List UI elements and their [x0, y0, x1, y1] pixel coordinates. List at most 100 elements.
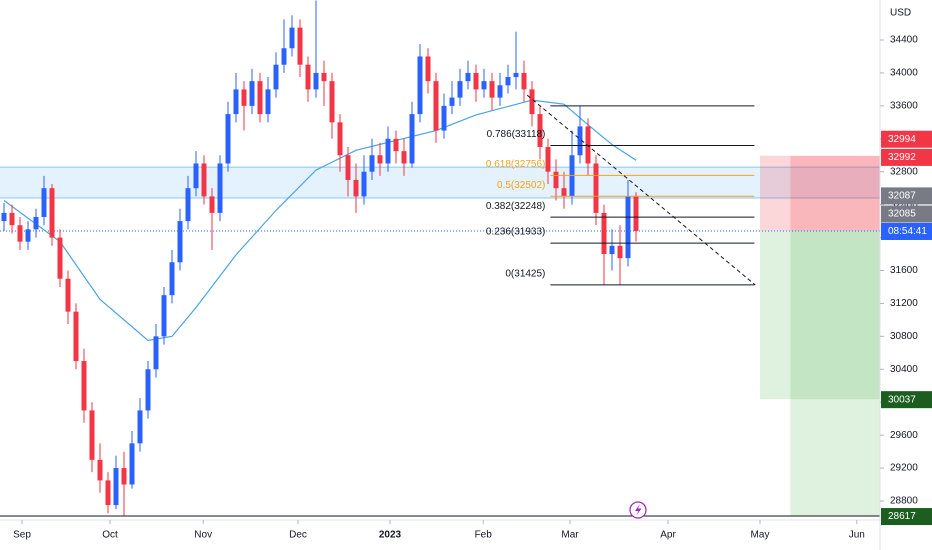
candle-body	[177, 221, 183, 263]
candle-body	[593, 163, 599, 213]
x-tick-label: 2023	[379, 530, 402, 541]
candle-body	[393, 138, 399, 152]
candle-body	[409, 114, 415, 164]
stop-zone	[760, 155, 880, 231]
candle-body	[329, 81, 335, 123]
candle-body	[417, 56, 423, 115]
candle-body	[361, 171, 367, 197]
target-zone	[790, 230, 880, 517]
candle-body	[337, 122, 343, 156]
candle-body	[121, 468, 127, 485]
candle-body	[169, 262, 175, 296]
candle-body	[105, 480, 111, 506]
y-tick-label: 32800	[890, 166, 918, 177]
price-label: 28617	[888, 511, 916, 522]
lightning-icon[interactable]	[629, 501, 647, 519]
target-zone	[760, 230, 880, 400]
candle-body	[513, 72, 519, 78]
y-tick-label: 30800	[890, 331, 918, 342]
countdown-box	[881, 222, 932, 240]
fib-label: 0.618(32756)	[486, 159, 546, 170]
candle-body	[305, 64, 311, 90]
candle-body	[609, 245, 615, 255]
candle-body	[465, 72, 471, 82]
y-tick-label: 28800	[890, 496, 918, 507]
countdown-label: 08:54:41	[888, 226, 927, 237]
y-tick-label: 34000	[890, 68, 918, 79]
candle-body	[369, 155, 375, 172]
candle-body	[185, 188, 191, 222]
plot-area: 0.786(33118) 0.618(32756) 0.5(32502) 0.382(…	[0, 0, 880, 517]
candle-body	[145, 369, 151, 411]
candle-body	[457, 81, 463, 98]
candle-body	[233, 89, 239, 115]
candle-body	[377, 155, 383, 164]
price-label-box	[881, 391, 932, 409]
stop-zone	[790, 155, 880, 231]
price-label: 32085	[888, 209, 916, 220]
price-label: 30037	[888, 394, 916, 405]
y-tick-label: 29200	[890, 463, 918, 474]
candle-body	[497, 85, 503, 98]
candle-body	[81, 361, 87, 411]
fib-label: 0.786(33118)	[487, 129, 546, 140]
x-tick-label: Feb	[475, 530, 493, 541]
candle-body	[113, 468, 119, 506]
candle-body	[505, 77, 511, 86]
candle-body	[249, 81, 255, 106]
candle-body	[257, 81, 263, 115]
candle-body	[313, 72, 319, 90]
candle-body	[385, 138, 391, 164]
candle-body	[9, 212, 15, 226]
price-label-box	[881, 205, 932, 223]
currency-label: USD	[890, 8, 911, 19]
candle-body	[297, 27, 303, 65]
candle-body	[273, 64, 279, 90]
candle-body	[521, 72, 527, 90]
candle-body	[17, 225, 23, 242]
price-label: 32087	[888, 191, 916, 202]
candle-body	[625, 196, 631, 259]
candle-body	[241, 89, 247, 106]
candle-body	[1, 212, 7, 222]
candle-body	[321, 72, 327, 82]
x-tick-label: Apr	[660, 530, 676, 541]
candle-body	[129, 443, 135, 485]
candle-body	[577, 126, 583, 156]
x-tick-label: Oct	[102, 530, 118, 541]
x-tick-label: Sep	[13, 530, 31, 541]
candle-body	[433, 81, 439, 131]
candle-body	[201, 163, 207, 197]
y-tick-label: 29600	[890, 430, 918, 441]
candle-body	[265, 89, 271, 115]
candle-body	[601, 212, 607, 255]
x-tick-label: Dec	[289, 530, 307, 541]
candle-body	[289, 27, 295, 49]
candle-body	[617, 245, 623, 259]
candle-body	[41, 188, 47, 217]
candle-body	[553, 171, 559, 189]
fib-label: 0.236(31933)	[486, 227, 546, 238]
candle-body	[473, 72, 479, 90]
candle-body	[449, 97, 455, 106]
price-label-box	[881, 187, 932, 205]
moving-average	[3, 99, 637, 342]
y-tick-label: 31200	[890, 298, 918, 309]
candle-body	[633, 196, 639, 231]
price-label-box	[881, 148, 932, 166]
candle-body	[425, 56, 431, 82]
y-tick-label: 31600	[890, 265, 918, 276]
candle-body	[193, 163, 199, 189]
candle-body	[33, 216, 39, 230]
candle-body	[97, 459, 103, 481]
candle-body	[153, 336, 159, 370]
candle-body	[57, 237, 63, 279]
candle-body	[137, 410, 143, 444]
y-tick-label: 34400	[890, 35, 918, 46]
candle-body	[481, 81, 487, 90]
price-label: 32992	[888, 152, 916, 163]
candle-body	[561, 188, 567, 197]
candle-body	[209, 196, 215, 213]
